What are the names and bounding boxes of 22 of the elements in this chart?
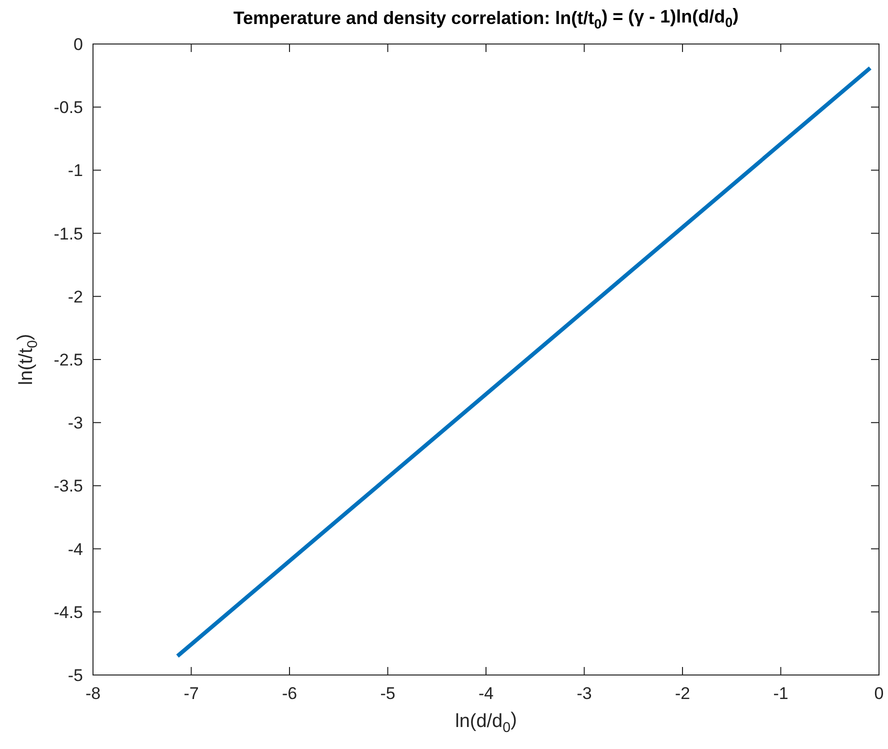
x-tick-label: -3 (576, 684, 592, 703)
x-tick-label: 0 (874, 684, 884, 703)
y-tick-label: -2.5 (54, 350, 83, 370)
x-tick-label: -4 (478, 684, 494, 703)
y-tick-label: -4 (68, 540, 83, 559)
y-tick-label: -5 (68, 666, 83, 685)
x-tick-label: -7 (184, 684, 199, 703)
x-tick-label: -8 (85, 684, 101, 703)
x-tick-label: -6 (282, 684, 298, 703)
y-tick-label: -1 (68, 161, 83, 180)
x-axis-title: ln(d/d$_{0}$) (455, 709, 517, 736)
y-tick-label: -3.5 (54, 476, 83, 496)
y-tick-label: -1.5 (54, 224, 83, 244)
x-tick-label: -5 (380, 684, 396, 703)
x-tick-label: -2 (674, 684, 690, 703)
y-tick-label: -0.5 (54, 98, 83, 118)
y-tick-label: -3 (68, 414, 83, 433)
x-tick-label: -1 (773, 684, 788, 703)
chart-title: Temperature and density correlation: ln(t/t$_{0}$) = (γ - 1)ln(d/d$_{0}$) (233, 4, 739, 32)
y-tick-label: 0 (74, 35, 83, 54)
y-tick-label: -4.5 (54, 602, 83, 622)
y-tick-label: -2 (68, 287, 83, 306)
